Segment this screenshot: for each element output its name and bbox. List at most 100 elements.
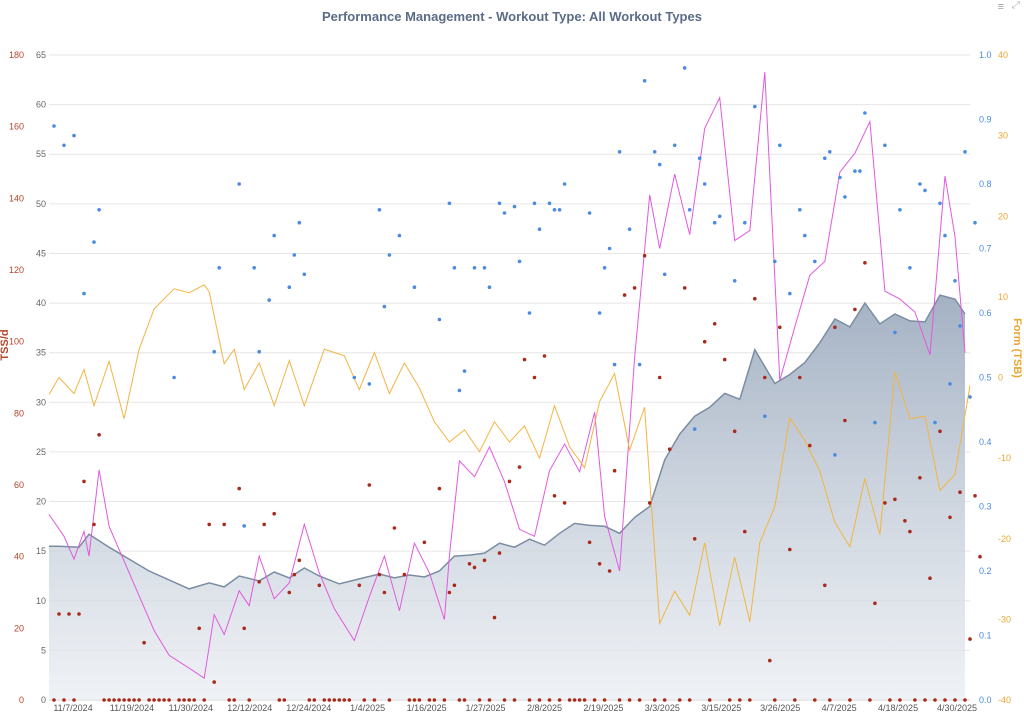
tss-zero-point: [312, 698, 317, 702]
scatter-point-3: [412, 285, 417, 290]
scatter-point-3: [672, 143, 677, 148]
tss-zero-point: [107, 698, 111, 702]
scatter-point-3: [612, 362, 617, 367]
tss-zero-point: [687, 698, 692, 702]
fitness-tick-label: 15: [36, 546, 46, 556]
x-tick-label: 11/19/2024: [110, 703, 154, 713]
scatter-point-3: [637, 362, 642, 367]
scatter-point-4: [948, 515, 952, 520]
intensity_factor-tick-label: 0.4: [979, 437, 992, 447]
scatter-point-3: [482, 266, 487, 270]
scatter-point-4: [272, 511, 277, 516]
scatter-point-4: [968, 637, 972, 641]
form-tick-label: -10: [998, 453, 1011, 463]
scatter-point-4: [212, 680, 216, 684]
tss-zero-point: [572, 698, 577, 702]
tss-zero-point: [152, 698, 156, 702]
scatter-point-3: [272, 233, 277, 238]
tss-zero-point: [943, 698, 947, 702]
scatter-point-4: [562, 501, 567, 505]
scatter-point-3: [958, 324, 962, 328]
scatter-point-4: [833, 325, 837, 330]
series-line-1: [48, 71, 966, 680]
scatter-point-3: [948, 382, 952, 386]
tss-zero-point: [177, 698, 181, 702]
tss_per_day-tick-label: 80: [14, 408, 24, 418]
tss-zero-point: [157, 698, 161, 702]
fitness-tick-label: 50: [36, 199, 46, 209]
expand-icon[interactable]: ⤢: [1012, 0, 1020, 11]
fitness-area: [49, 295, 965, 700]
tss-zero-point: [117, 698, 121, 702]
scatter-point-4: [97, 433, 101, 437]
x-tick-label: 4/30/2025: [937, 703, 977, 713]
intensity_factor-tick-label: 0.8: [979, 179, 992, 189]
x-tick-label: 3/26/2025: [760, 703, 800, 713]
tss-zero-point: [537, 698, 542, 702]
tss-zero-point: [307, 698, 312, 702]
scatter-point-4: [798, 375, 802, 380]
tss_per_day-tick-label: 40: [14, 552, 24, 562]
fitness-tick-label: 60: [36, 100, 46, 110]
scatter-point-3: [938, 201, 942, 206]
scatter-point-3: [217, 266, 221, 270]
tss-zero-point: [417, 698, 422, 702]
menu-icon[interactable]: ≡: [997, 1, 1004, 13]
tss-zero-point: [963, 698, 967, 702]
scatter-point-4: [808, 443, 812, 448]
intensity_factor-tick-label: 0.2: [979, 566, 992, 576]
scatter-point-4: [702, 339, 707, 344]
scatter-point-4: [883, 501, 887, 505]
tss-zero-point: [953, 698, 957, 702]
tss-zero-point: [112, 698, 116, 702]
scatter-point-4: [768, 658, 772, 663]
scatter-point-4: [647, 501, 652, 505]
scatter-point-4: [522, 357, 527, 362]
tss-zero-point: [122, 698, 126, 702]
intensity_factor-tick-label: 0.7: [979, 244, 992, 254]
scatter-point-3: [908, 266, 912, 270]
scatter-point-3: [602, 266, 607, 270]
scatter-point-4: [497, 551, 502, 555]
tss-zero-point: [848, 698, 852, 702]
scatter-point-4: [863, 261, 867, 265]
scatter-point-4: [607, 569, 612, 573]
intensity_factor-tick-label: 0.9: [979, 115, 992, 125]
scatter-point-4: [367, 483, 372, 487]
scatter-point-4: [587, 540, 592, 545]
scatter-point-4: [292, 572, 297, 577]
scatter-point-3: [172, 375, 176, 380]
x-tick-label: 4/7/2025: [822, 703, 857, 713]
scatter-point-4: [938, 429, 942, 434]
x-tick-label: 1/27/2025: [466, 703, 506, 713]
tss-zero-point: [933, 698, 937, 702]
scatter-point-4: [422, 540, 427, 545]
scatter-point-4: [978, 554, 982, 559]
scatter-point-4: [542, 354, 547, 358]
scatter-point-3: [457, 388, 462, 393]
scatter-point-3: [788, 291, 792, 296]
tss-zero-point: [247, 698, 251, 702]
tss-zero-point: [547, 698, 552, 702]
scatter-point-4: [437, 486, 442, 491]
scatter-point-4: [207, 522, 211, 527]
tss-zero-point: [602, 698, 607, 702]
form-tick-label: 30: [998, 131, 1008, 141]
scatter-point-4: [612, 468, 617, 473]
scatter-point-3: [437, 317, 442, 322]
tss-zero-point: [652, 698, 657, 702]
x-tick-label: 1/16/2025: [407, 703, 447, 713]
scatter-point-3: [778, 143, 782, 148]
tss-zero-point: [677, 698, 682, 702]
scatter-point-4: [92, 522, 96, 527]
tss-zero-point: [512, 698, 517, 702]
tss-zero-point: [147, 698, 151, 702]
scatter-point-3: [587, 211, 592, 215]
scatter-point-3: [798, 208, 802, 212]
scatter-point-3: [893, 330, 897, 335]
scatter-point-4: [753, 296, 757, 301]
tss-zero-point: [502, 698, 507, 702]
scatter-point-3: [687, 208, 692, 212]
scatter-point-3: [943, 233, 947, 238]
tss-zero-point: [738, 698, 742, 702]
